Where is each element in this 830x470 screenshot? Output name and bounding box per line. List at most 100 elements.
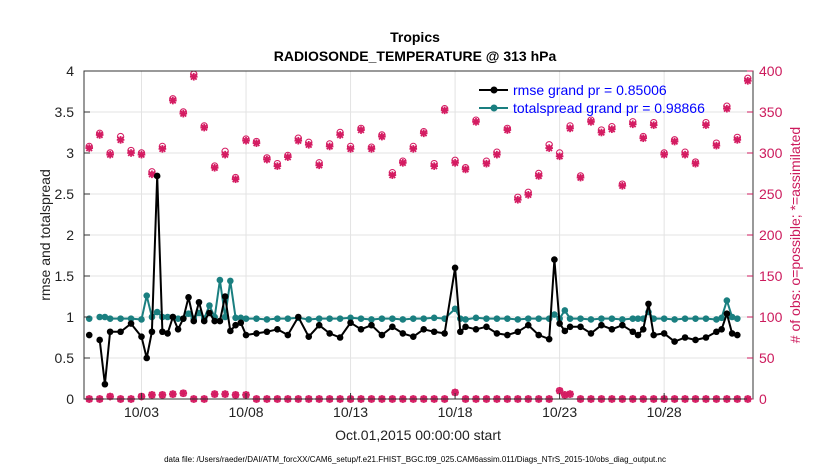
- rmse-point: [430, 328, 438, 336]
- rmse-point: [660, 330, 668, 337]
- totalspread-point: [493, 315, 501, 322]
- totalspread-point: [399, 316, 407, 323]
- asterisk-stroke: [263, 156, 271, 164]
- rmse-point: [566, 323, 574, 331]
- rmse-point: [587, 330, 595, 337]
- rmse-point: [242, 331, 250, 339]
- obs-count-layer: [85, 70, 752, 403]
- rmse-point: [200, 317, 208, 325]
- obs-assimilated-point: [263, 155, 271, 164]
- legend-totalspread-marker: [490, 104, 498, 112]
- asterisk-stroke: [190, 73, 198, 81]
- asterisk-stroke: [545, 144, 553, 152]
- obs-assimilated-point: [472, 118, 480, 126]
- obs-assimilated-low-point: [566, 390, 574, 398]
- asterisk-stroke: [650, 121, 658, 129]
- obs-assimilated-point: [158, 145, 167, 153]
- asterisk-stroke: [96, 131, 104, 139]
- obs-assimilated-point: [733, 136, 742, 144]
- rmse-point: [190, 317, 198, 325]
- asterisk-stroke: [451, 388, 459, 396]
- asterisk-stroke: [535, 172, 543, 180]
- y2-tick-label: 150: [759, 268, 783, 284]
- rmse-point: [159, 328, 166, 336]
- asterisk-stroke: [629, 120, 637, 128]
- obs-assimilated-point: [503, 126, 512, 134]
- y-axis-label: rmse and totalspread: [37, 169, 53, 301]
- rmse-point: [263, 328, 271, 336]
- x-axis-label: Oct.01,2015 00:00:00 start: [335, 427, 501, 443]
- y-tick-label: 1: [66, 309, 74, 325]
- asterisk-stroke: [221, 390, 229, 398]
- rmse-point: [305, 333, 313, 340]
- rmse-point: [85, 331, 93, 339]
- asterisk-stroke: [712, 142, 720, 150]
- asterisk-stroke: [556, 387, 564, 395]
- x-tick-label: 10/28: [647, 404, 682, 420]
- rmse-point: [598, 321, 605, 329]
- rmse-point: [451, 264, 459, 272]
- y-tick-label: 0.5: [55, 350, 75, 366]
- obs-assimilated-point: [85, 144, 94, 152]
- asterisk-stroke: [106, 393, 114, 401]
- asterisk-stroke: [608, 125, 616, 133]
- obs-assimilated-point: [660, 150, 668, 159]
- rmse-point: [504, 331, 511, 339]
- obs-assimilated-point: [137, 150, 146, 159]
- totalspread-point: [409, 315, 417, 322]
- obs-assimilated-low-point: [158, 391, 167, 399]
- asterisk-stroke: [284, 153, 292, 161]
- asterisk-stroke: [294, 137, 302, 145]
- rmse-point: [284, 331, 292, 339]
- obs-assimilated-point: [691, 159, 700, 168]
- rmse-point: [650, 331, 657, 339]
- rmse-point: [734, 331, 741, 339]
- asterisk-stroke: [106, 151, 114, 159]
- obs-assimilated-point: [106, 150, 114, 159]
- y-tick-label: 1.5: [55, 268, 75, 284]
- x-tick-label: 10/03: [124, 404, 159, 420]
- obs-assimilated-point: [649, 121, 658, 129]
- rmse-point: [221, 293, 229, 300]
- obs-assimilated-point: [388, 171, 397, 179]
- obs-assimilated-point: [399, 159, 407, 167]
- asterisk-stroke: [692, 160, 699, 168]
- asterisk-stroke: [378, 133, 386, 141]
- totalspread-point: [101, 313, 109, 321]
- totalspread-point: [153, 308, 161, 316]
- y2-tick-label: 200: [759, 227, 783, 243]
- rmse-point: [106, 328, 114, 336]
- rmse-point: [493, 330, 501, 337]
- rmse-point: [420, 326, 428, 333]
- totalspread-point: [206, 302, 213, 309]
- rmse-point: [195, 298, 203, 306]
- obs-assimilated-point: [200, 123, 209, 132]
- rmse-point: [174, 326, 182, 333]
- asterisk-stroke: [347, 145, 355, 153]
- rmse-point: [148, 328, 156, 336]
- asterisk-stroke: [503, 126, 511, 134]
- rmse-point: [619, 321, 626, 329]
- totalspread-point: [96, 313, 103, 321]
- asterisk-stroke: [211, 164, 219, 172]
- obs-assimilated-point: [576, 173, 585, 182]
- obs-assimilated-point: [231, 175, 240, 184]
- y-tick-label: 2: [66, 227, 74, 243]
- totalspread-point: [718, 314, 725, 322]
- rmse-point: [169, 313, 177, 321]
- obs-assimilated-point: [315, 161, 323, 170]
- obs-assimilated-point: [743, 77, 752, 85]
- totalspread-point: [305, 316, 313, 323]
- y-tick-label: 2.5: [55, 186, 75, 202]
- asterisk-stroke: [462, 165, 470, 173]
- x-tick-label: 10/13: [333, 404, 368, 420]
- chart-subtitle: RADIOSONDE_TEMPERATURE @ 313 hPa: [274, 48, 557, 64]
- totalspread-point: [117, 315, 124, 322]
- totalspread-point: [174, 315, 182, 322]
- asterisk-stroke: [273, 162, 281, 170]
- obs-assimilated-point: [95, 131, 104, 139]
- asterisk-stroke: [587, 118, 595, 126]
- totalspread-point: [598, 315, 605, 322]
- obs-assimilated-low-point: [179, 389, 188, 398]
